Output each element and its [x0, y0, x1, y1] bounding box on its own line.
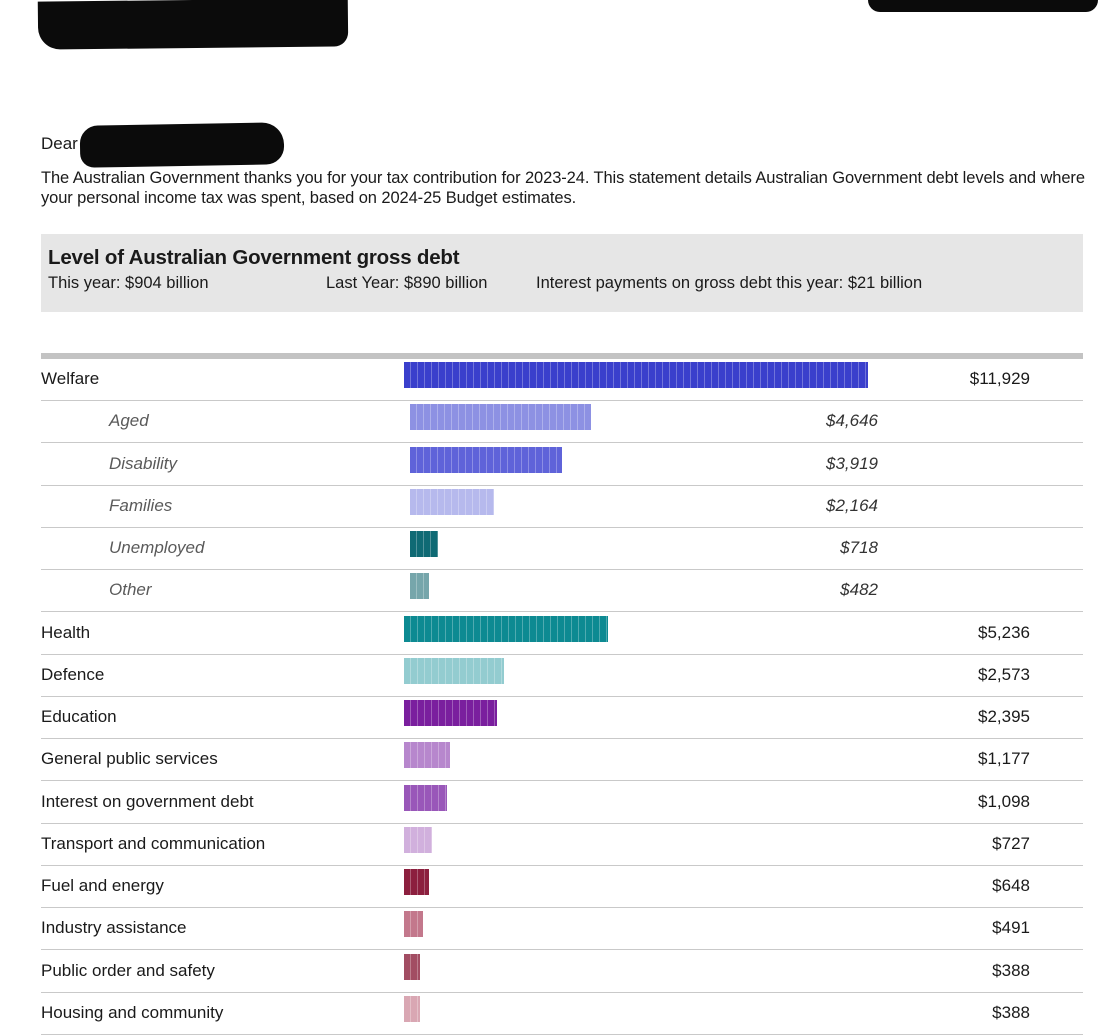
category-row: General public services $1,177 — [41, 738, 1083, 782]
table-top-rule — [41, 353, 1083, 359]
spending-bar — [404, 742, 450, 769]
category-label: Disability — [109, 453, 178, 473]
category-label: General public services — [41, 749, 218, 769]
spending-amount: $5,236 — [978, 622, 1030, 642]
category-label: Transport and communication — [41, 833, 266, 853]
category-row: Fuel and energy $648 — [41, 865, 1083, 908]
category-label: Defence — [41, 664, 105, 684]
spending-bar — [410, 404, 591, 431]
spending-amount: $2,164 — [826, 495, 878, 515]
spending-bar — [404, 869, 430, 895]
category-row: Interest on government debt $1,098 — [41, 781, 1083, 824]
spending-bar — [404, 362, 868, 388]
spending-bar — [410, 488, 495, 515]
category-row: Housing and community $388 — [41, 992, 1083, 1035]
category-label: Unemployed — [109, 538, 205, 557]
spending-amount: $388 — [992, 1002, 1030, 1022]
spending-amount: $3,919 — [826, 453, 878, 473]
spending-amount: $11,929 — [969, 369, 1030, 388]
spending-bar — [404, 826, 433, 853]
category-label: Aged — [109, 411, 149, 431]
spending-bar — [404, 911, 424, 938]
spending-amount: $4,646 — [826, 411, 878, 431]
category-label: Other — [109, 580, 152, 600]
category-label: Interest on government debt — [41, 791, 254, 811]
spending-amount: $727 — [992, 833, 1030, 853]
spending-amount: $1,177 — [978, 749, 1030, 769]
category-label: Welfare — [41, 369, 100, 388]
spending-amount: $2,573 — [978, 664, 1030, 684]
category-label: Industry assistance — [41, 918, 187, 938]
category-label: Housing and community — [41, 1002, 224, 1022]
spending-amount: $2,395 — [978, 707, 1030, 726]
category-row: Health $5,236 — [41, 612, 1083, 655]
category-row: Transport and communication $727 — [41, 823, 1083, 866]
debt-interest-payments: Interest payments on gross debt this yea… — [536, 274, 923, 292]
redacted-name — [79, 122, 285, 168]
redaction-mark — [37, 0, 349, 50]
spending-amount: $482 — [840, 580, 878, 600]
category-label: Families — [109, 495, 173, 515]
category-label: Education — [41, 707, 117, 726]
gross-debt-title: Level of Australian Government gross deb… — [48, 246, 460, 269]
subcategory-row: Disability $3,919 — [41, 443, 1083, 486]
debt-last-year: Last Year: $890 billion — [326, 274, 488, 292]
category-row: Welfare $11,929 — [41, 358, 1083, 401]
category-label: Public order and safety — [41, 960, 215, 980]
spending-bar — [404, 953, 420, 980]
spending-amount: $388 — [992, 960, 1030, 980]
subcategory-row: Families $2,164 — [41, 485, 1083, 528]
intro-paragraph: The Australian Government thanks you for… — [41, 169, 1085, 207]
spending-amount: $718 — [840, 538, 878, 557]
subcategory-row: Unemployed $718 — [41, 527, 1083, 570]
subcategory-row: Other $482 — [41, 569, 1083, 613]
spending-amount: $491 — [992, 918, 1030, 938]
category-row: Industry assistance $491 — [41, 907, 1083, 951]
category-row: Education $2,395 — [41, 696, 1083, 739]
spending-bar — [404, 615, 608, 642]
spending-bar — [404, 995, 420, 1022]
debt-this-year: This year: $904 billion — [48, 274, 209, 292]
spending-bar — [410, 531, 438, 557]
spending-bar — [404, 784, 447, 811]
spending-bar — [410, 446, 563, 473]
category-row: Defence $2,573 — [41, 654, 1083, 697]
spending-bar — [410, 573, 429, 600]
redaction-mark — [868, 0, 1098, 12]
spending-amount: $648 — [992, 876, 1030, 895]
category-label: Fuel and energy — [41, 876, 164, 895]
category-label: Health — [41, 622, 91, 642]
category-row: Public order and safety $388 — [41, 950, 1083, 993]
spending-bar — [404, 700, 498, 726]
gross-debt-panel: Level of Australian Government gross deb… — [41, 234, 1083, 312]
subcategory-row: Aged $4,646 — [41, 400, 1083, 444]
spending-amount: $1,098 — [978, 791, 1030, 811]
salutation: Dear — [41, 134, 78, 153]
spending-bar — [404, 657, 505, 684]
